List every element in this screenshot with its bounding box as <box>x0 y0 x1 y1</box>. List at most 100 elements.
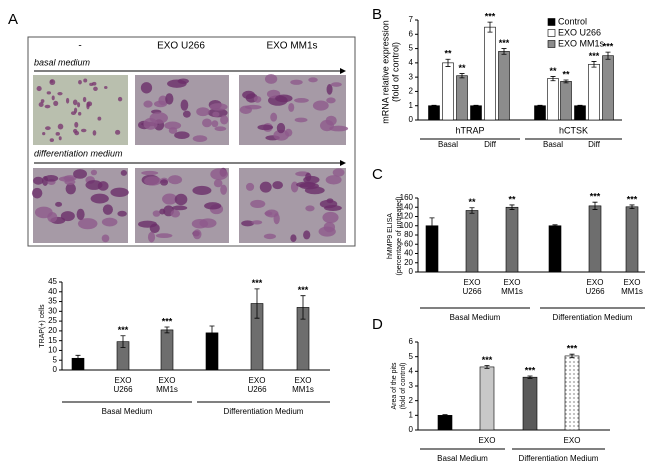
cell <box>57 123 64 130</box>
cell <box>160 179 169 186</box>
cell <box>192 229 202 240</box>
x-tick-label: EXO <box>478 436 496 445</box>
error-bar <box>577 104 583 107</box>
cell <box>80 128 87 133</box>
cell <box>97 116 102 121</box>
cell <box>57 91 63 96</box>
cell <box>42 132 46 136</box>
group-label: hCTSK <box>559 125 588 135</box>
y-tick-label: 10 <box>48 346 57 355</box>
cell <box>51 95 55 101</box>
cell <box>303 230 311 240</box>
cell <box>299 182 319 190</box>
significance: *** <box>485 12 496 22</box>
y-tick-label: 140 <box>400 202 414 211</box>
micrograph-column: EXO MM1s <box>266 41 317 52</box>
y-tick-label: 2 <box>409 396 414 405</box>
significance: *** <box>567 344 578 354</box>
bar <box>588 205 602 273</box>
error-bar <box>429 217 435 235</box>
y-tick-label: 20 <box>48 326 57 335</box>
error-bar <box>164 326 170 334</box>
y-tick-label: 35 <box>48 297 57 306</box>
y-tick-label: 40 <box>48 287 57 296</box>
error-bar <box>209 325 215 341</box>
cell <box>290 234 297 243</box>
error-bar <box>592 201 598 210</box>
cell <box>294 98 309 103</box>
bar <box>428 105 440 121</box>
cell <box>264 74 278 84</box>
cell <box>312 100 329 111</box>
cell <box>239 105 252 115</box>
cell <box>174 193 188 206</box>
cell <box>82 96 87 103</box>
y-axis-label: (percentage of untreated) <box>396 197 403 276</box>
error-bar <box>120 335 126 348</box>
cell <box>55 131 60 136</box>
cell <box>209 103 228 111</box>
x-tick-label: EXO MM1s <box>292 376 314 394</box>
error-bar <box>487 21 493 33</box>
panel-letter: B <box>372 6 382 23</box>
y-tick-label: 5 <box>409 44 414 53</box>
error-bar <box>484 365 490 369</box>
significance: *** <box>627 194 638 204</box>
error-bar <box>591 61 597 68</box>
error-bar <box>509 204 515 210</box>
y-axis-label: hMMP9 ELISA <box>387 213 394 259</box>
y-tick-label: 4 <box>409 58 414 67</box>
cell <box>324 204 342 211</box>
cell <box>141 170 159 176</box>
cell <box>191 218 209 229</box>
cell <box>78 79 82 85</box>
cell <box>272 181 283 190</box>
legend-label: EXO U266 <box>558 27 601 37</box>
cell <box>305 172 312 182</box>
cell <box>77 111 82 116</box>
significance: *** <box>162 316 173 326</box>
error-bar <box>629 204 635 210</box>
group-label: Differentiation Medium <box>224 407 304 416</box>
x-tick-label: Diff <box>484 140 497 149</box>
cell <box>117 96 123 102</box>
y-axis-label: mRNA relative expression <box>380 20 390 124</box>
cell <box>44 104 51 109</box>
legend-swatch <box>547 18 556 26</box>
cell <box>290 181 299 193</box>
cell <box>115 129 121 135</box>
cell <box>143 100 153 108</box>
bar <box>505 206 519 273</box>
cell <box>318 226 336 237</box>
bar <box>534 105 546 121</box>
cell <box>74 130 80 136</box>
bar <box>588 63 600 121</box>
cell <box>164 121 182 130</box>
cell <box>58 176 75 182</box>
bar <box>574 105 586 121</box>
cell <box>74 121 79 128</box>
cell <box>326 97 336 104</box>
y-tick-label: 120 <box>400 212 414 221</box>
error-bar <box>254 288 260 319</box>
group-label: Differentiation Medium <box>553 313 633 322</box>
legend-swatch <box>547 40 556 48</box>
y-tick-label: 0 <box>409 425 414 434</box>
cell <box>120 170 128 176</box>
micrograph-column: - <box>78 41 81 52</box>
y-tick-label: 40 <box>404 249 413 258</box>
x-tick-label: EXO <box>563 436 581 445</box>
significance: *** <box>590 192 601 202</box>
error-bar <box>501 48 507 55</box>
cell <box>288 102 295 112</box>
bar <box>470 105 482 121</box>
cell <box>155 233 173 239</box>
cell <box>322 211 339 224</box>
cell <box>144 176 162 186</box>
y-tick-label: 5 <box>409 352 414 361</box>
y-tick-label: 60 <box>404 239 413 248</box>
y-tick-label: 160 <box>400 193 414 202</box>
x-tick-label: EXO U266 <box>462 278 482 296</box>
error-bar <box>473 104 479 107</box>
significance: ** <box>562 69 570 79</box>
